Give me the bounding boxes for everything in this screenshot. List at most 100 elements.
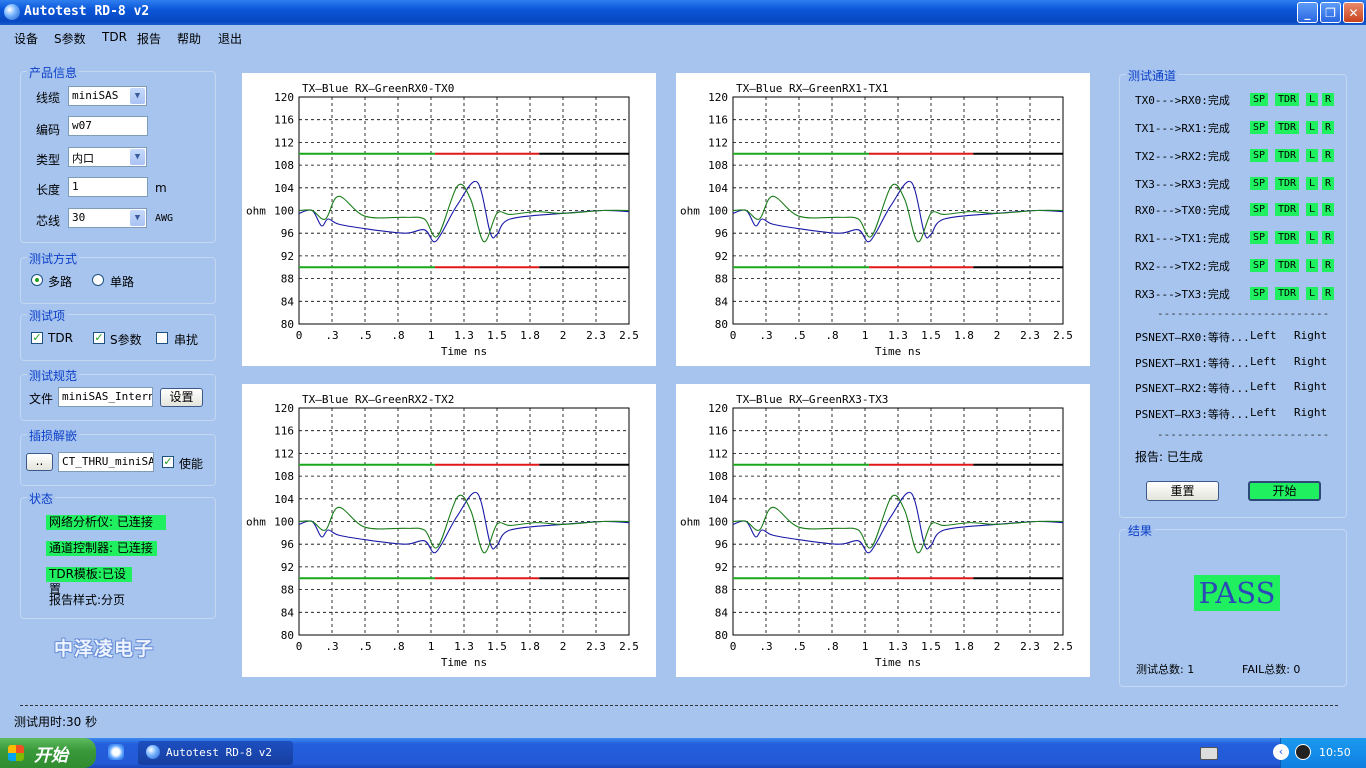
channel-badge-sp[interactable]: SP xyxy=(1250,203,1269,216)
type-label: 类型 xyxy=(36,153,61,167)
x-tick-label: .3 xyxy=(325,640,338,653)
channel-badge-r[interactable]: R xyxy=(1322,177,1335,190)
y-tick-label: 120 xyxy=(274,402,294,415)
channel-badge-sp[interactable]: SP xyxy=(1250,93,1269,106)
channel-badge-l[interactable]: L xyxy=(1306,177,1319,190)
tdr-plot-0-svg: 120 116 112 108 104 100 96 92 88 84 800 .3 .5 .8 1 1.3 1… xyxy=(246,82,639,358)
channel-badge-r[interactable]: R xyxy=(1322,231,1335,244)
divider-top: -------------------------- xyxy=(1157,307,1330,320)
start-menu-button[interactable]: 开始 xyxy=(0,738,96,768)
channel-badge-r[interactable]: R xyxy=(1322,93,1335,106)
sparam-checkbox[interactable]: ✓ xyxy=(93,331,105,344)
channel-badge-r[interactable]: R xyxy=(1322,121,1335,134)
x-tick-label: 2.5 xyxy=(1053,640,1073,653)
psnext-left-link[interactable]: Left xyxy=(1250,380,1277,393)
menu-sparam[interactable]: S参数 xyxy=(54,32,86,46)
channel-badge-r[interactable]: R xyxy=(1322,287,1335,300)
channel-badge-tdr[interactable]: TDR xyxy=(1275,259,1300,272)
test-spec-label: 测试规范 xyxy=(27,367,80,384)
x-tick-label: 2.5 xyxy=(619,640,639,653)
vna-status: 网络分析仪: 已连接 xyxy=(46,515,166,530)
channel-badge-l[interactable]: L xyxy=(1306,259,1319,272)
app-icon[interactable] xyxy=(4,4,20,20)
menu-device[interactable]: 设备 xyxy=(14,32,39,46)
close-button[interactable]: ✕ xyxy=(1343,2,1364,23)
menu-exit[interactable]: 退出 xyxy=(218,32,243,46)
y-tick-label: 108 xyxy=(708,470,728,483)
spec-file-input[interactable]: miniSAS_Interne xyxy=(58,387,153,407)
channel-badge-r[interactable]: R xyxy=(1322,203,1335,216)
reset-button[interactable]: 重置 xyxy=(1146,481,1219,501)
enable-label: 使能 xyxy=(179,457,204,471)
menu-help[interactable]: 帮助 xyxy=(177,32,202,46)
x-tick-label: 1 xyxy=(862,640,869,653)
psnext-left-link[interactable]: Left xyxy=(1250,329,1277,342)
x-tick-label: 2 xyxy=(560,640,567,653)
channel-badge-tdr[interactable]: TDR xyxy=(1275,177,1300,190)
psnext-right-link[interactable]: Right xyxy=(1294,380,1328,393)
cable-label: 线缆 xyxy=(36,91,61,105)
enable-checkbox[interactable]: ✓ xyxy=(162,455,174,468)
minimize-button[interactable]: _ xyxy=(1297,2,1318,23)
channel-badge-sp[interactable]: SP xyxy=(1250,121,1269,134)
status-group: 状态 xyxy=(20,490,216,619)
channels-group: 测试通道 xyxy=(1119,67,1347,518)
test-spec-group: 测试规范 xyxy=(20,367,216,421)
x-tick-label: 1.8 xyxy=(954,640,974,653)
channel-badge-l[interactable]: L xyxy=(1306,93,1319,106)
taskbar-window-button[interactable]: Autotest RD-8 v2 xyxy=(138,741,293,765)
deembed-file-input[interactable]: CT_THRU_miniSAS xyxy=(58,452,154,472)
x-tick-label: .8 xyxy=(391,329,404,342)
channel-badge-sp[interactable]: SP xyxy=(1250,149,1269,162)
psnext-right-link[interactable]: Right xyxy=(1294,329,1328,342)
channel-badge-l[interactable]: L xyxy=(1306,231,1319,244)
single-path-radio[interactable] xyxy=(92,274,104,286)
browse-button[interactable]: .. xyxy=(26,453,53,471)
keyboard-icon[interactable] xyxy=(1200,747,1218,760)
crosstalk-checkbox[interactable] xyxy=(156,332,168,344)
channel-badge-tdr[interactable]: TDR xyxy=(1275,203,1300,216)
channel-badge-tdr[interactable]: TDR xyxy=(1275,93,1300,106)
length-unit: m xyxy=(155,181,167,195)
psnext-left-link[interactable]: Left xyxy=(1250,355,1277,368)
channel-badge-sp[interactable]: SP xyxy=(1250,259,1269,272)
y-tick-label: 100 xyxy=(274,205,294,218)
channel-badge-tdr[interactable]: TDR xyxy=(1275,231,1300,244)
channel-badge-sp[interactable]: SP xyxy=(1250,177,1269,190)
channel-badge-l[interactable]: L xyxy=(1306,121,1319,134)
menu-report[interactable]: 报告 xyxy=(137,32,162,46)
code-input[interactable]: w07 xyxy=(68,116,148,136)
tray-app-icon[interactable] xyxy=(1295,744,1311,760)
y-tick-label: 120 xyxy=(708,91,728,104)
cable-select[interactable]: miniSAS ▼ xyxy=(68,86,147,106)
channel-badge-tdr[interactable]: TDR xyxy=(1275,121,1300,134)
single-path-label: 单路 xyxy=(110,275,135,289)
tdr-checkbox[interactable]: ✓ xyxy=(31,331,43,344)
length-input[interactable]: 1 xyxy=(68,177,148,197)
channel-badge-l[interactable]: L xyxy=(1306,287,1319,300)
channel-badge-r[interactable]: R xyxy=(1322,259,1335,272)
multi-path-radio[interactable] xyxy=(31,274,43,286)
psnext-right-link[interactable]: Right xyxy=(1294,355,1328,368)
start-button[interactable]: 开始 xyxy=(1248,481,1321,501)
x-axis-label: Time ns xyxy=(875,345,921,358)
channel-badge-sp[interactable]: SP xyxy=(1250,287,1269,300)
setup-button[interactable]: 设置 xyxy=(160,388,203,407)
channel-badge-tdr[interactable]: TDR xyxy=(1275,287,1300,300)
type-select[interactable]: 内口 ▼ xyxy=(68,147,147,167)
chevron-left-icon[interactable]: ‹ xyxy=(1273,744,1289,760)
channel-badge-l[interactable]: L xyxy=(1306,149,1319,162)
psnext-right-link[interactable]: Right xyxy=(1294,406,1328,419)
psnext-left-link[interactable]: Left xyxy=(1250,406,1277,419)
channel-badge-tdr[interactable]: TDR xyxy=(1275,149,1300,162)
channel-badge-l[interactable]: L xyxy=(1306,203,1319,216)
quick-launch-icon[interactable] xyxy=(108,744,124,760)
channel-badge-sp[interactable]: SP xyxy=(1250,231,1269,244)
tdr-plot-1: 120 116 112 108 104 100 96 92 88 84 80 0 .3 .5 .8 1 1.3 1… xyxy=(676,73,1090,366)
maximize-button[interactable]: ❐ xyxy=(1320,2,1341,23)
channel-badge-r[interactable]: R xyxy=(1322,149,1335,162)
core-select[interactable]: 30 ▼ xyxy=(68,208,147,228)
menu-tdr[interactable]: TDR xyxy=(102,30,127,44)
y-axis-label: ohm xyxy=(680,205,700,218)
y-tick-label: 96 xyxy=(281,227,294,240)
